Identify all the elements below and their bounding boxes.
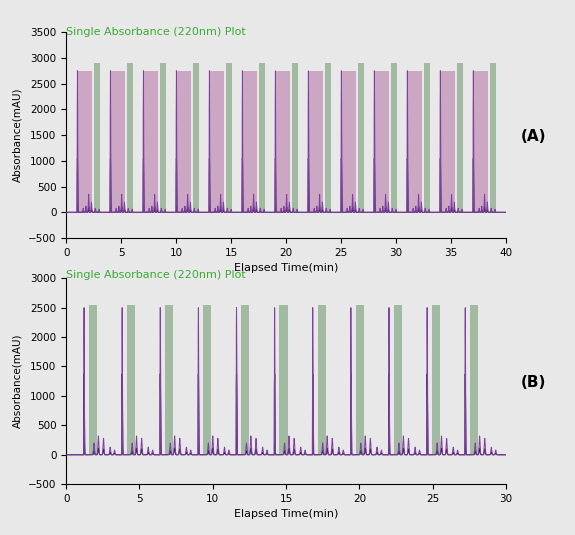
Y-axis label: Absorbance(mAU): Absorbance(mAU) bbox=[13, 334, 22, 429]
Bar bbox=[317, 304, 325, 455]
Bar bbox=[242, 304, 250, 455]
Bar bbox=[407, 71, 422, 212]
Bar bbox=[490, 63, 496, 212]
Bar bbox=[226, 63, 232, 212]
Bar bbox=[470, 304, 478, 455]
Bar bbox=[242, 71, 257, 212]
Bar bbox=[308, 71, 323, 212]
Bar bbox=[394, 304, 402, 455]
Bar bbox=[374, 71, 389, 212]
Bar bbox=[358, 63, 364, 212]
X-axis label: Elapsed Time(min): Elapsed Time(min) bbox=[234, 509, 338, 519]
Y-axis label: Absorbance(mAU): Absorbance(mAU) bbox=[13, 88, 22, 182]
Bar bbox=[209, 71, 224, 212]
Bar bbox=[176, 71, 191, 212]
Bar bbox=[292, 63, 298, 212]
Bar bbox=[440, 71, 455, 212]
Bar bbox=[77, 71, 92, 212]
Bar bbox=[259, 63, 265, 212]
Bar bbox=[432, 304, 440, 455]
Bar bbox=[356, 304, 364, 455]
Bar bbox=[165, 304, 173, 455]
Bar bbox=[203, 304, 211, 455]
Bar bbox=[143, 71, 158, 212]
Text: Single Absorbance (220nm) Plot: Single Absorbance (220nm) Plot bbox=[66, 270, 246, 280]
Bar bbox=[473, 71, 488, 212]
Bar bbox=[127, 63, 133, 212]
Text: Single Absorbance (220nm) Plot: Single Absorbance (220nm) Plot bbox=[66, 27, 246, 37]
Bar bbox=[193, 63, 199, 212]
Bar bbox=[279, 304, 288, 455]
Bar bbox=[325, 63, 331, 212]
Bar bbox=[457, 63, 463, 212]
X-axis label: Elapsed Time(min): Elapsed Time(min) bbox=[234, 263, 338, 273]
Bar bbox=[275, 71, 290, 212]
Bar bbox=[110, 71, 125, 212]
Text: (B): (B) bbox=[520, 375, 546, 390]
Bar bbox=[341, 71, 356, 212]
Text: (A): (A) bbox=[520, 129, 546, 144]
Bar bbox=[94, 63, 100, 212]
Bar bbox=[160, 63, 166, 212]
Bar bbox=[424, 63, 430, 212]
Bar bbox=[89, 304, 97, 455]
Bar bbox=[127, 304, 135, 455]
Bar bbox=[391, 63, 397, 212]
